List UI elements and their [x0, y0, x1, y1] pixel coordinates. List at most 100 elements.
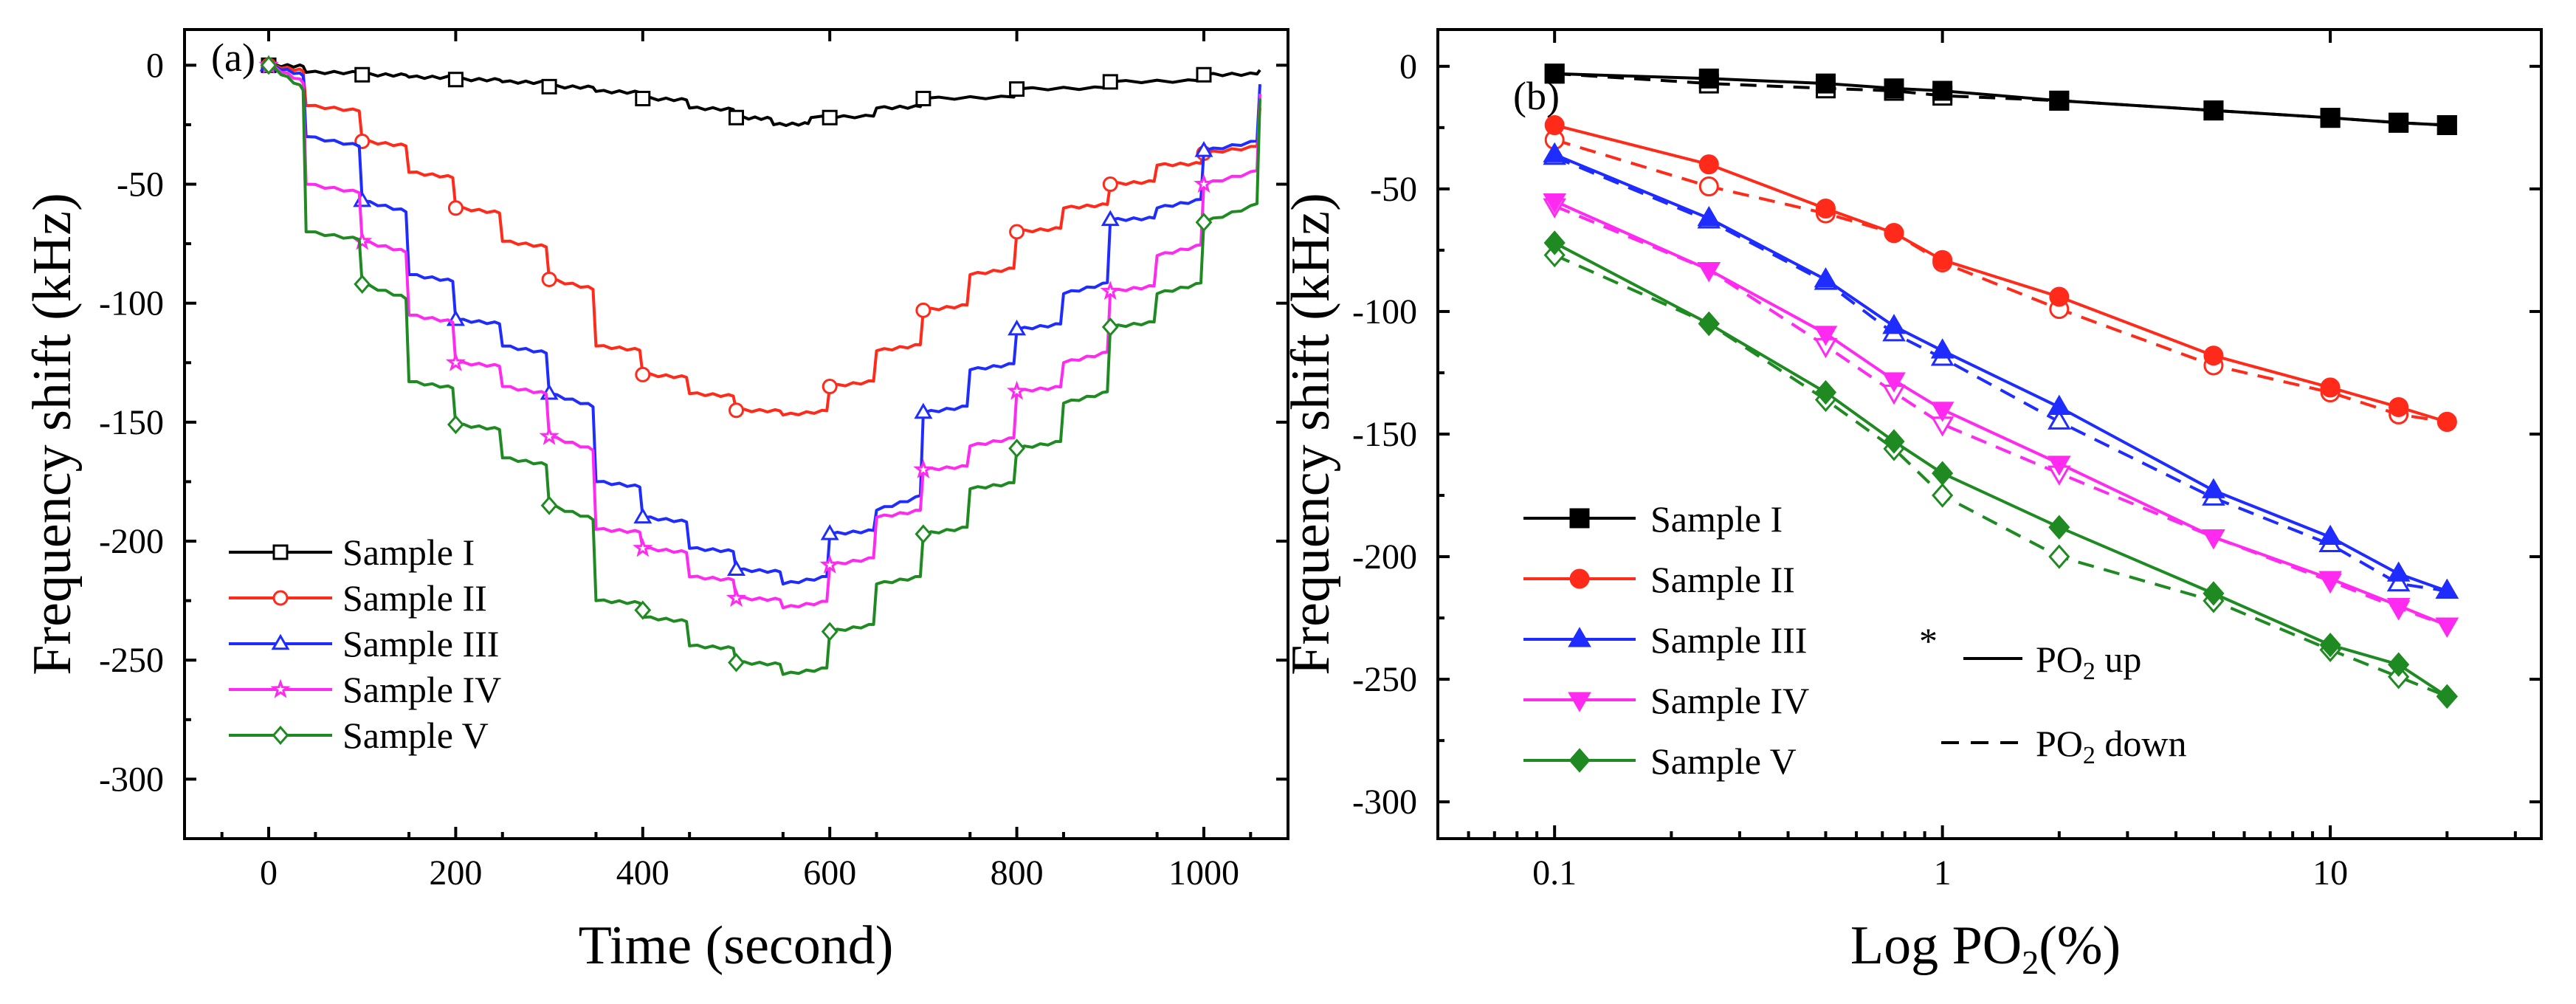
data-point-b-up-sample-ii — [2203, 345, 2224, 366]
data-point-a-sample-iv — [445, 351, 466, 371]
legend-marker-a — [272, 544, 289, 560]
legend-marker-b — [1569, 508, 1590, 529]
series-b-sample-iv — [1543, 193, 2459, 638]
series-line-b-up-sample-i — [1554, 72, 2448, 127]
legend-marker-b — [1568, 692, 1591, 712]
data-point-b-up-sample-ii — [1884, 223, 1904, 244]
y-tick-label-b: -250 — [1352, 660, 1417, 699]
plot-frame-b — [1436, 28, 2543, 840]
data-point-b-up-sample-iii — [2386, 561, 2411, 582]
data-point-a-sample-i — [635, 90, 651, 106]
data-point-b-up-sample-i — [2436, 115, 2457, 136]
legend-label-a: Sample IV — [342, 669, 501, 710]
data-point-b-up-sample-v — [2203, 581, 2225, 606]
legend-po2-down: PO2 down — [2036, 723, 2187, 769]
data-point-b-up-sample-ii — [1932, 250, 1953, 270]
data-point-b-up-sample-ii — [2389, 396, 2409, 417]
data-point-a-sample-iv — [1100, 281, 1120, 300]
legend-po2-down-main: PO — [2036, 723, 2083, 764]
data-point-b-up-sample-i — [2049, 90, 2070, 111]
data-point-a-sample-i — [447, 72, 464, 88]
series-line-b-down-sample-ii — [1554, 138, 2448, 424]
legend-item-b-sample-i: Sample I — [1523, 498, 1783, 540]
data-point-b-up-sample-ii — [1698, 154, 1719, 175]
data-point-b-up-sample-iii — [1882, 314, 1906, 334]
y-tick-label-a: -200 — [99, 522, 164, 561]
y-tick-label-a: -300 — [99, 760, 164, 799]
data-point-a-sample-v — [447, 415, 464, 435]
data-point-a-sample-i — [541, 78, 557, 94]
panel-label-b: (b) — [1513, 74, 1560, 118]
legend-label-a: Sample V — [342, 715, 489, 756]
legend-b: Sample I Sample II Sample III Sample IV Samp… — [1523, 498, 1809, 782]
data-point-a-sample-iii — [1008, 319, 1027, 336]
data-point-b-up-sample-iv — [1814, 326, 1838, 346]
data-point-a-sample-v — [821, 622, 838, 642]
data-point-b-up-sample-iv — [2048, 455, 2071, 476]
data-point-a-sample-iii — [820, 524, 839, 540]
data-point-b-up-sample-i — [1698, 68, 1719, 89]
data-point-a-sample-iii — [1101, 210, 1120, 227]
legend-b-linestyle: * PO2 up PO2 down — [1919, 620, 2187, 769]
data-point-b-up-sample-v — [2388, 652, 2410, 677]
legend-label-a: Sample II — [342, 577, 487, 619]
legend-po2-up-sub: 2 — [2083, 658, 2095, 685]
series-b-sample-iii — [1543, 142, 2459, 599]
data-point-a-sample-ii — [915, 302, 931, 318]
x-axis-title-b-sub: 2 — [2022, 943, 2039, 981]
x-tick-label-a: 600 — [803, 853, 856, 893]
x-tick-label-a: 0 — [260, 853, 278, 893]
data-point-b-up-sample-iv — [1882, 372, 1906, 393]
data-point-a-sample-iv — [913, 459, 934, 478]
y-tick-label-b: -50 — [1370, 170, 1417, 209]
legend-label-b: Sample V — [1650, 740, 1797, 782]
x-tick-label-a: 200 — [429, 853, 482, 893]
y-tick-label-b: -100 — [1352, 292, 1417, 331]
data-point-b-up-sample-i — [2203, 100, 2224, 121]
data-point-a-sample-i — [915, 90, 931, 106]
data-point-a-sample-v — [915, 524, 932, 544]
y-tick-label-b: -300 — [1352, 783, 1417, 822]
legend-marker-b — [1569, 568, 1590, 589]
data-point-a-sample-iv — [539, 425, 559, 445]
data-point-b-up-sample-v — [1698, 311, 1720, 337]
data-point-a-sample-ii — [1102, 176, 1118, 193]
legend-label-b: Sample IV — [1650, 680, 1809, 721]
data-point-a-sample-v — [540, 495, 558, 515]
legend-item-a-sample-v: Sample V — [229, 715, 489, 756]
data-point-a-sample-v — [1101, 317, 1119, 337]
data-point-a-sample-i — [822, 109, 838, 126]
series-line-b-up-sample-iii — [1554, 153, 2448, 593]
data-point-b-down-sample-iii — [2048, 409, 2071, 430]
data-point-a-sample-ii — [822, 379, 838, 395]
legend-marker-a — [270, 678, 291, 698]
series-b-sample-i — [1544, 63, 2457, 136]
legend-marker-b — [1568, 627, 1591, 647]
data-point-a-sample-iv — [352, 230, 373, 250]
data-point-a-sample-ii — [541, 271, 557, 287]
data-point-a-sample-i — [1196, 66, 1212, 83]
legend-item-a-sample-i: Sample I — [229, 532, 475, 573]
y-axis-title-b: Frequency shift (kHz) — [1281, 193, 1341, 675]
data-point-a-sample-iv — [1006, 380, 1027, 400]
data-point-b-up-sample-i — [1544, 63, 1565, 84]
legend-item-b-sample-ii: Sample II — [1523, 559, 1795, 600]
series-line-a-sample-v — [268, 63, 1261, 676]
chart-panel-a: 0 200 400 600 800 1000 0 -50 -100 -150 -200 -250 -30… — [22, 28, 1289, 976]
y-tick-label-b: -200 — [1352, 537, 1417, 577]
legend-label-b: Sample I — [1650, 498, 1783, 540]
marker-note: * — [1919, 620, 1938, 661]
data-point-a-sample-i — [1102, 74, 1118, 90]
y-tick-label-a: -100 — [99, 284, 164, 323]
x-tick-label-a: 800 — [991, 853, 1044, 893]
y-tick-label-a: -250 — [99, 641, 164, 680]
data-point-b-up-sample-v — [1883, 429, 1905, 454]
data-point-b-down-sample-ii — [1698, 176, 1719, 197]
data-point-b-up-sample-iii — [2435, 578, 2459, 599]
x-tick-label-a: 400 — [616, 853, 669, 893]
series-line-a-sample-iv — [268, 63, 1261, 610]
data-point-b-up-sample-iii — [1543, 142, 1566, 162]
x-tick-label-a: 1000 — [1168, 853, 1239, 893]
data-point-a-sample-v — [1008, 439, 1026, 458]
